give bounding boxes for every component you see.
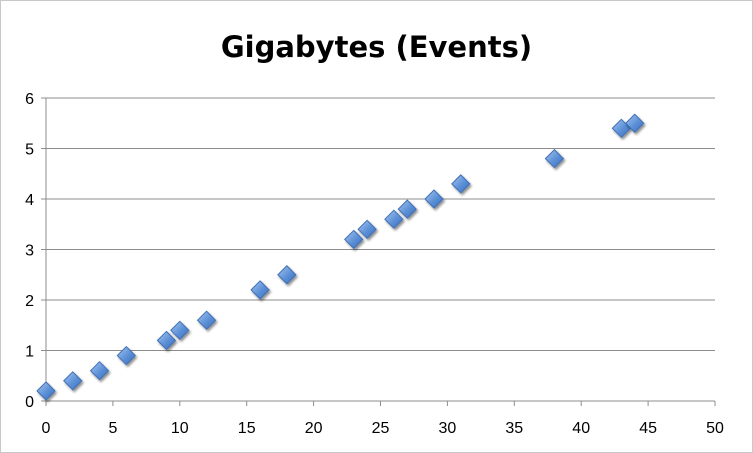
y-tick-label: 0 — [25, 394, 34, 411]
y-tick-label: 5 — [25, 142, 34, 159]
data-point — [170, 320, 190, 341]
y-tick-label: 3 — [25, 243, 34, 260]
data-point — [625, 113, 645, 133]
data-point — [196, 310, 217, 330]
y-tick-label: 1 — [25, 344, 34, 361]
data-point — [89, 360, 110, 381]
y-tick-label: 2 — [25, 293, 34, 310]
x-tick-label: 45 — [639, 420, 657, 437]
y-tick-label: 6 — [25, 91, 34, 108]
data-point — [357, 219, 377, 240]
data-point — [451, 174, 471, 194]
gridlines — [46, 97, 715, 351]
x-tick-label: 25 — [372, 420, 390, 437]
x-tick-label: 0 — [42, 420, 51, 437]
y-axis-ticks: 0 1 2 3 4 5 6 — [25, 91, 46, 411]
data-point — [344, 229, 364, 250]
data-points — [36, 113, 645, 401]
x-tick-label: 20 — [305, 420, 323, 437]
data-point — [277, 265, 297, 285]
y-tick-label: 4 — [25, 192, 34, 209]
data-point — [424, 189, 444, 209]
data-point — [36, 381, 56, 401]
data-point — [63, 371, 83, 391]
x-axis-ticks: 0 5 10 15 20 25 30 35 40 45 50 — [42, 401, 724, 437]
data-point — [384, 209, 404, 229]
data-point — [156, 330, 177, 351]
x-tick-label: 40 — [572, 420, 590, 437]
x-tick-label: 30 — [439, 420, 457, 437]
x-tick-label: 5 — [108, 420, 117, 437]
data-point — [397, 199, 417, 219]
chart-title: Gigabytes (Events) — [220, 30, 533, 64]
x-tick-label: 35 — [505, 420, 523, 437]
data-point — [544, 148, 565, 169]
x-tick-label: 15 — [238, 420, 256, 437]
x-tick-label: 10 — [171, 420, 189, 437]
data-point — [116, 345, 136, 366]
x-tick-label: 50 — [706, 420, 724, 437]
data-point — [250, 280, 270, 300]
